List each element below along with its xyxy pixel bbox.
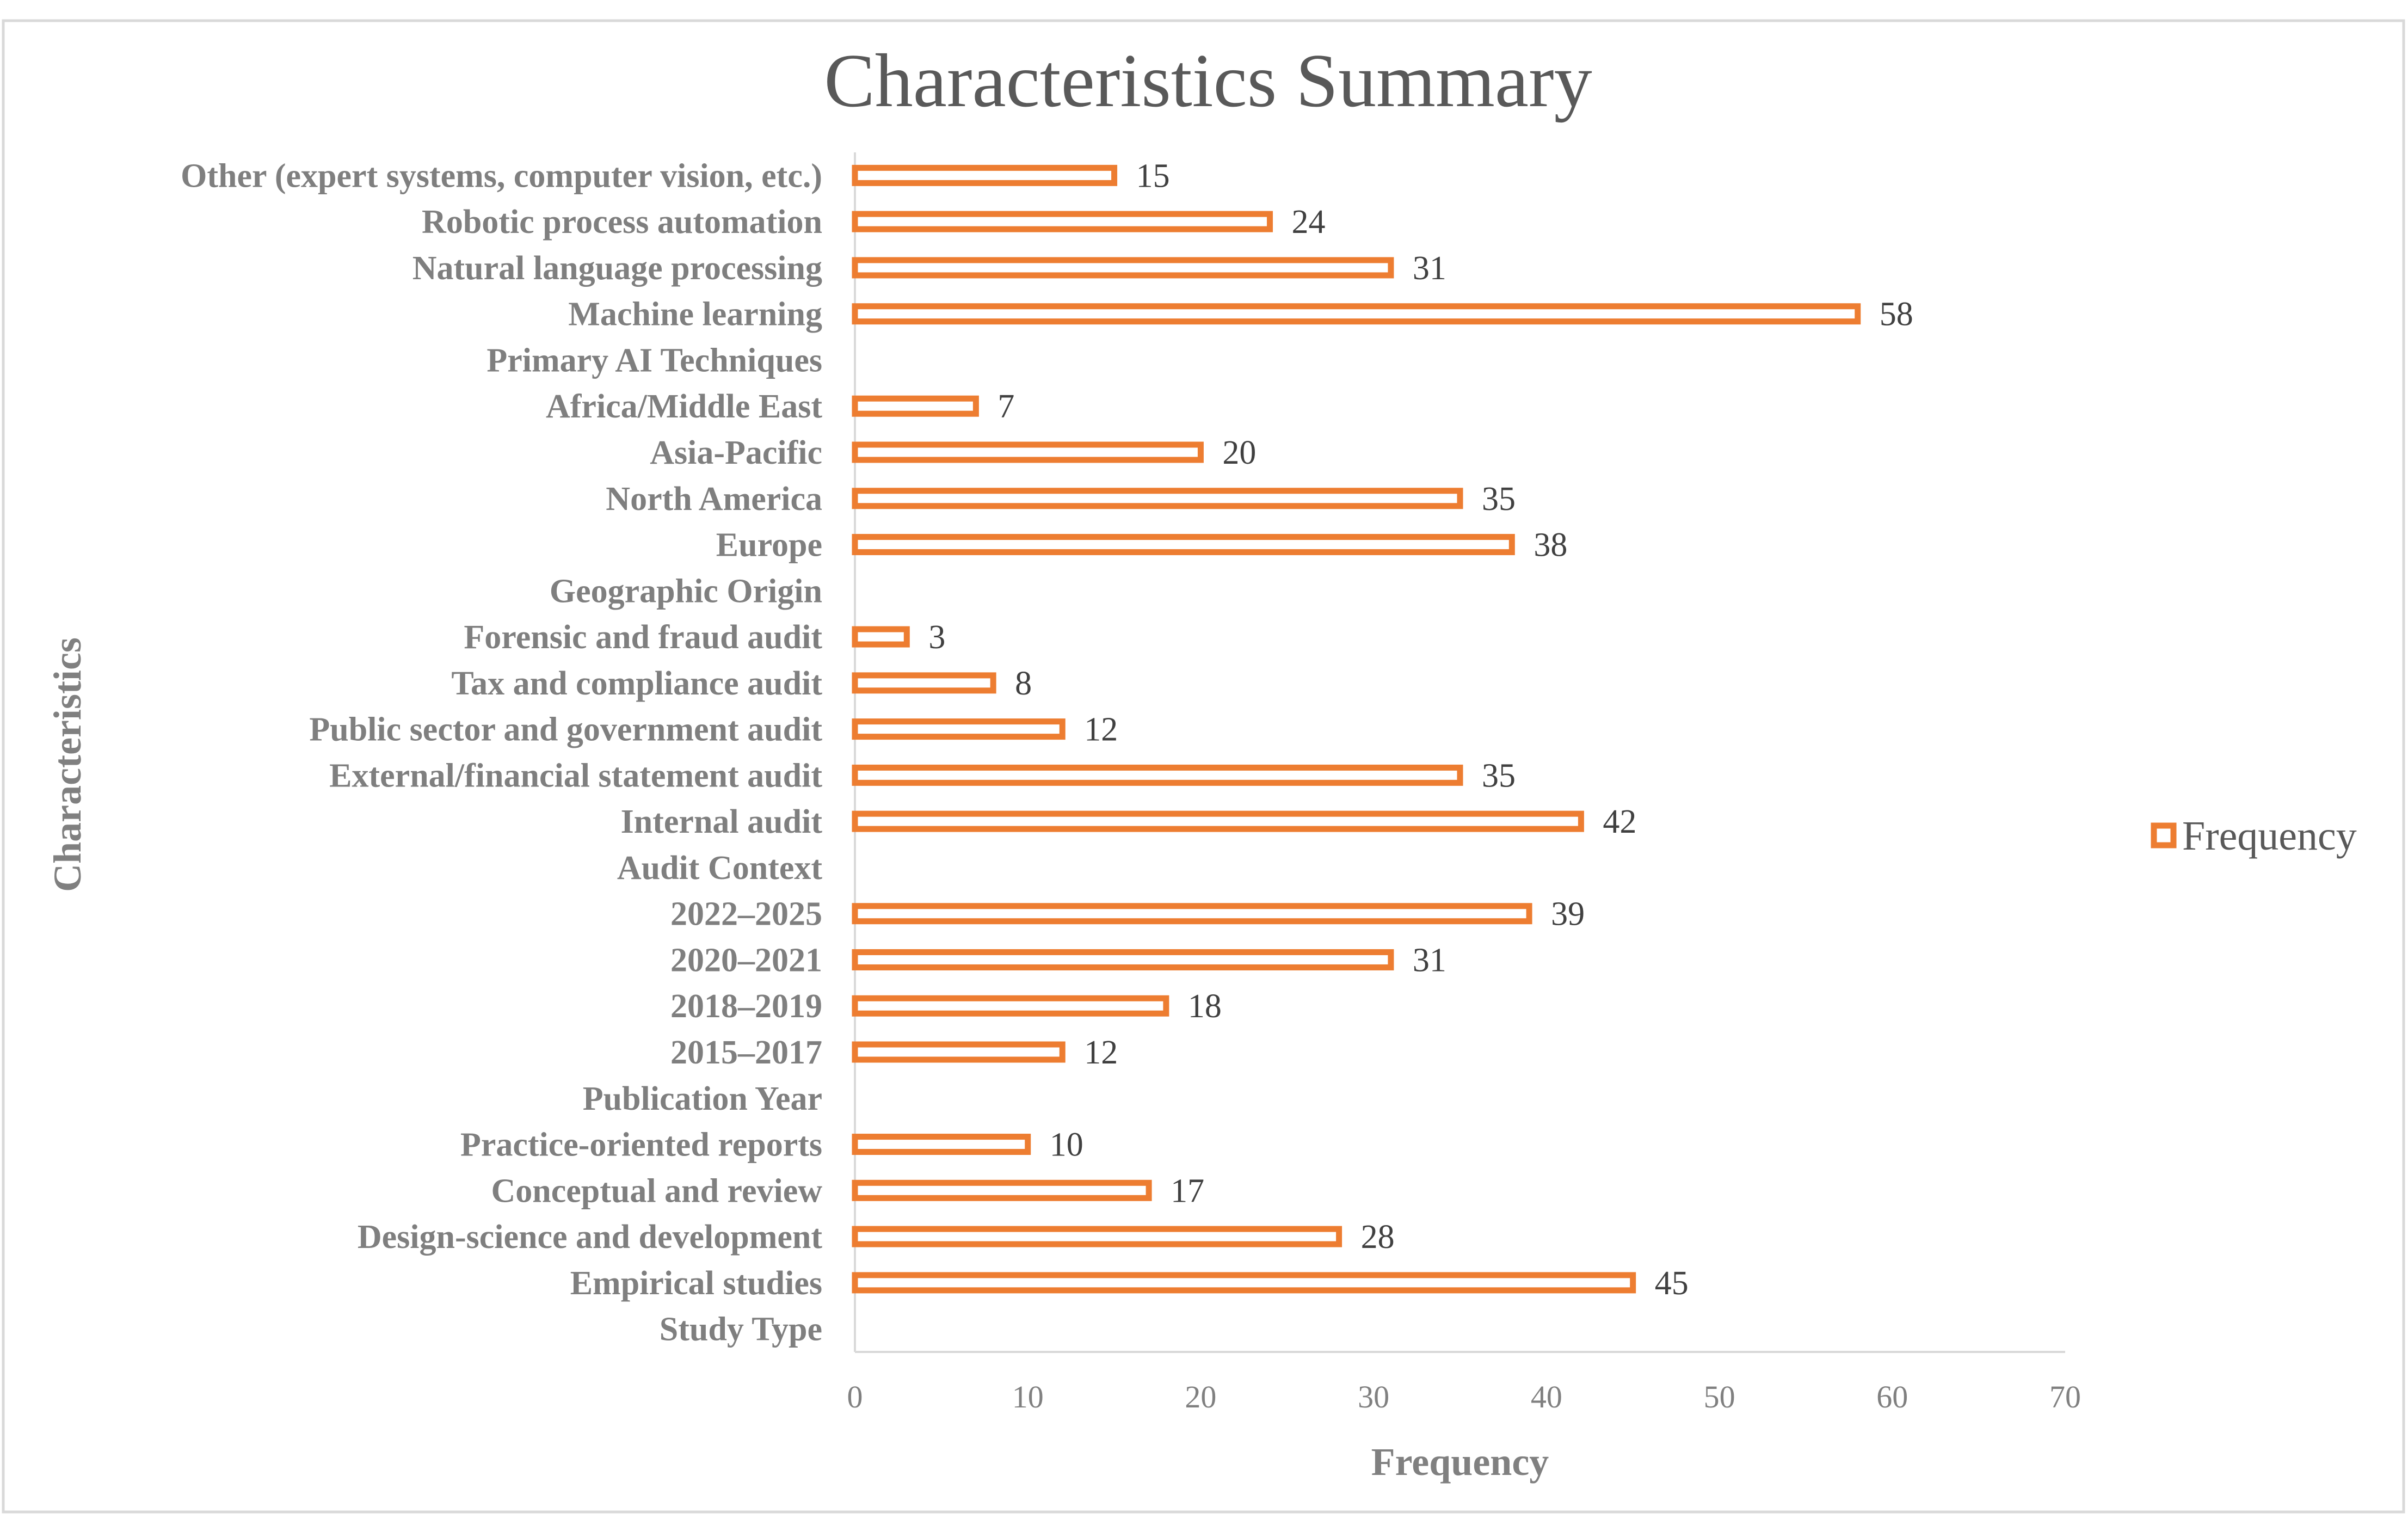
- category-label: 2018–2019: [670, 988, 822, 1025]
- data-label: 35: [1482, 481, 1516, 518]
- bar: [852, 1134, 1031, 1155]
- data-label: 18: [1188, 988, 1222, 1025]
- data-label: 42: [1603, 803, 1636, 840]
- data-label: 31: [1413, 942, 1446, 979]
- bar: [852, 672, 996, 694]
- data-label: 38: [1534, 527, 1567, 564]
- data-label: 39: [1551, 896, 1585, 933]
- category-label: Public sector and government audit: [309, 711, 822, 748]
- category-label: 2020–2021: [670, 942, 822, 979]
- data-label: 45: [1655, 1265, 1689, 1302]
- legend-swatch: [2151, 822, 2177, 848]
- bar: [852, 718, 1066, 740]
- data-label: 17: [1171, 1172, 1204, 1209]
- data-label: 10: [1050, 1127, 1083, 1164]
- x-tick-label: 60: [1876, 1379, 1908, 1415]
- category-label: North America: [606, 481, 822, 518]
- x-tick-label: 10: [1012, 1379, 1044, 1415]
- bar: [852, 1041, 1066, 1063]
- bar: [852, 488, 1463, 509]
- category-label: Practice-oriented reports: [460, 1127, 822, 1164]
- category-label: Internal audit: [621, 803, 823, 840]
- data-label: 12: [1084, 1034, 1118, 1071]
- bar: [852, 303, 1861, 325]
- category-label: External/financial statement audit: [329, 757, 822, 794]
- x-tick-label: 70: [2049, 1379, 2081, 1415]
- x-axis-title: Frequency: [1371, 1440, 1549, 1484]
- category-label: Conceptual and review: [491, 1172, 822, 1209]
- group-header-label: Audit Context: [617, 850, 823, 887]
- data-label: 8: [1015, 665, 1032, 702]
- legend-label: Frequency: [2182, 813, 2357, 859]
- bar: [852, 903, 1532, 925]
- bar: [852, 995, 1169, 1017]
- bar: [852, 164, 1118, 186]
- data-label: 3: [928, 619, 945, 656]
- category-label: Robotic process automation: [422, 204, 822, 241]
- bars-layer: [852, 152, 2065, 1353]
- category-label: Other (expert systems, computer vision, …: [181, 157, 822, 194]
- category-label: Empirical studies: [570, 1265, 822, 1302]
- group-header-label: Primary AI Techniques: [486, 342, 822, 379]
- legend: Frequency: [2151, 813, 2357, 859]
- category-labels-layer: Study Type Empirical studies 45 Design-scie…: [181, 157, 1913, 1348]
- x-tick-label: 20: [1185, 1379, 1216, 1415]
- bar: [852, 1226, 1342, 1247]
- category-label: Tax and compliance audit: [451, 665, 822, 702]
- data-label: 12: [1084, 711, 1118, 748]
- data-label: 31: [1413, 250, 1446, 287]
- category-label: 2015–2017: [670, 1034, 822, 1071]
- bar: [852, 534, 1515, 556]
- group-header-label: Geographic Origin: [550, 573, 822, 610]
- y-axis-title: Characteristics: [46, 637, 89, 892]
- bar: [852, 211, 1273, 232]
- category-label: 2022–2025: [670, 896, 822, 933]
- data-label: 15: [1136, 157, 1170, 194]
- data-label: 7: [997, 388, 1014, 425]
- group-header-label: Study Type: [660, 1311, 822, 1348]
- category-label: Design-science and development: [358, 1219, 823, 1256]
- data-label: 35: [1482, 757, 1516, 794]
- x-axis-ticks-layer: 0 10 20 30 40 50 60 70: [847, 1379, 2081, 1415]
- bar: [852, 949, 1394, 970]
- x-tick-label: 0: [847, 1379, 863, 1415]
- bar: [852, 1272, 1636, 1294]
- data-label: 28: [1361, 1219, 1395, 1256]
- bar: [852, 1179, 1152, 1201]
- category-label: Machine learning: [568, 296, 822, 333]
- bar: [852, 257, 1394, 279]
- chart-title: Characteristics Summary: [824, 39, 1592, 123]
- data-label: 24: [1292, 204, 1326, 241]
- category-label: Natural language processing: [412, 250, 822, 287]
- group-header-label: Publication Year: [583, 1080, 822, 1117]
- category-label: Africa/Middle East: [546, 388, 822, 425]
- bar: [852, 441, 1204, 463]
- category-label: Europe: [716, 527, 822, 564]
- bar: [852, 626, 910, 648]
- x-tick-label: 40: [1531, 1379, 1562, 1415]
- x-tick-label: 30: [1358, 1379, 1389, 1415]
- category-label: Asia-Pacific: [650, 434, 822, 471]
- bar: [852, 810, 1584, 832]
- x-tick-label: 50: [1704, 1379, 1735, 1415]
- category-label: Forensic and fraud audit: [464, 619, 822, 656]
- data-label: 20: [1222, 434, 1256, 471]
- bar: [852, 395, 979, 417]
- bar: [852, 764, 1463, 786]
- data-label: 58: [1880, 296, 1913, 333]
